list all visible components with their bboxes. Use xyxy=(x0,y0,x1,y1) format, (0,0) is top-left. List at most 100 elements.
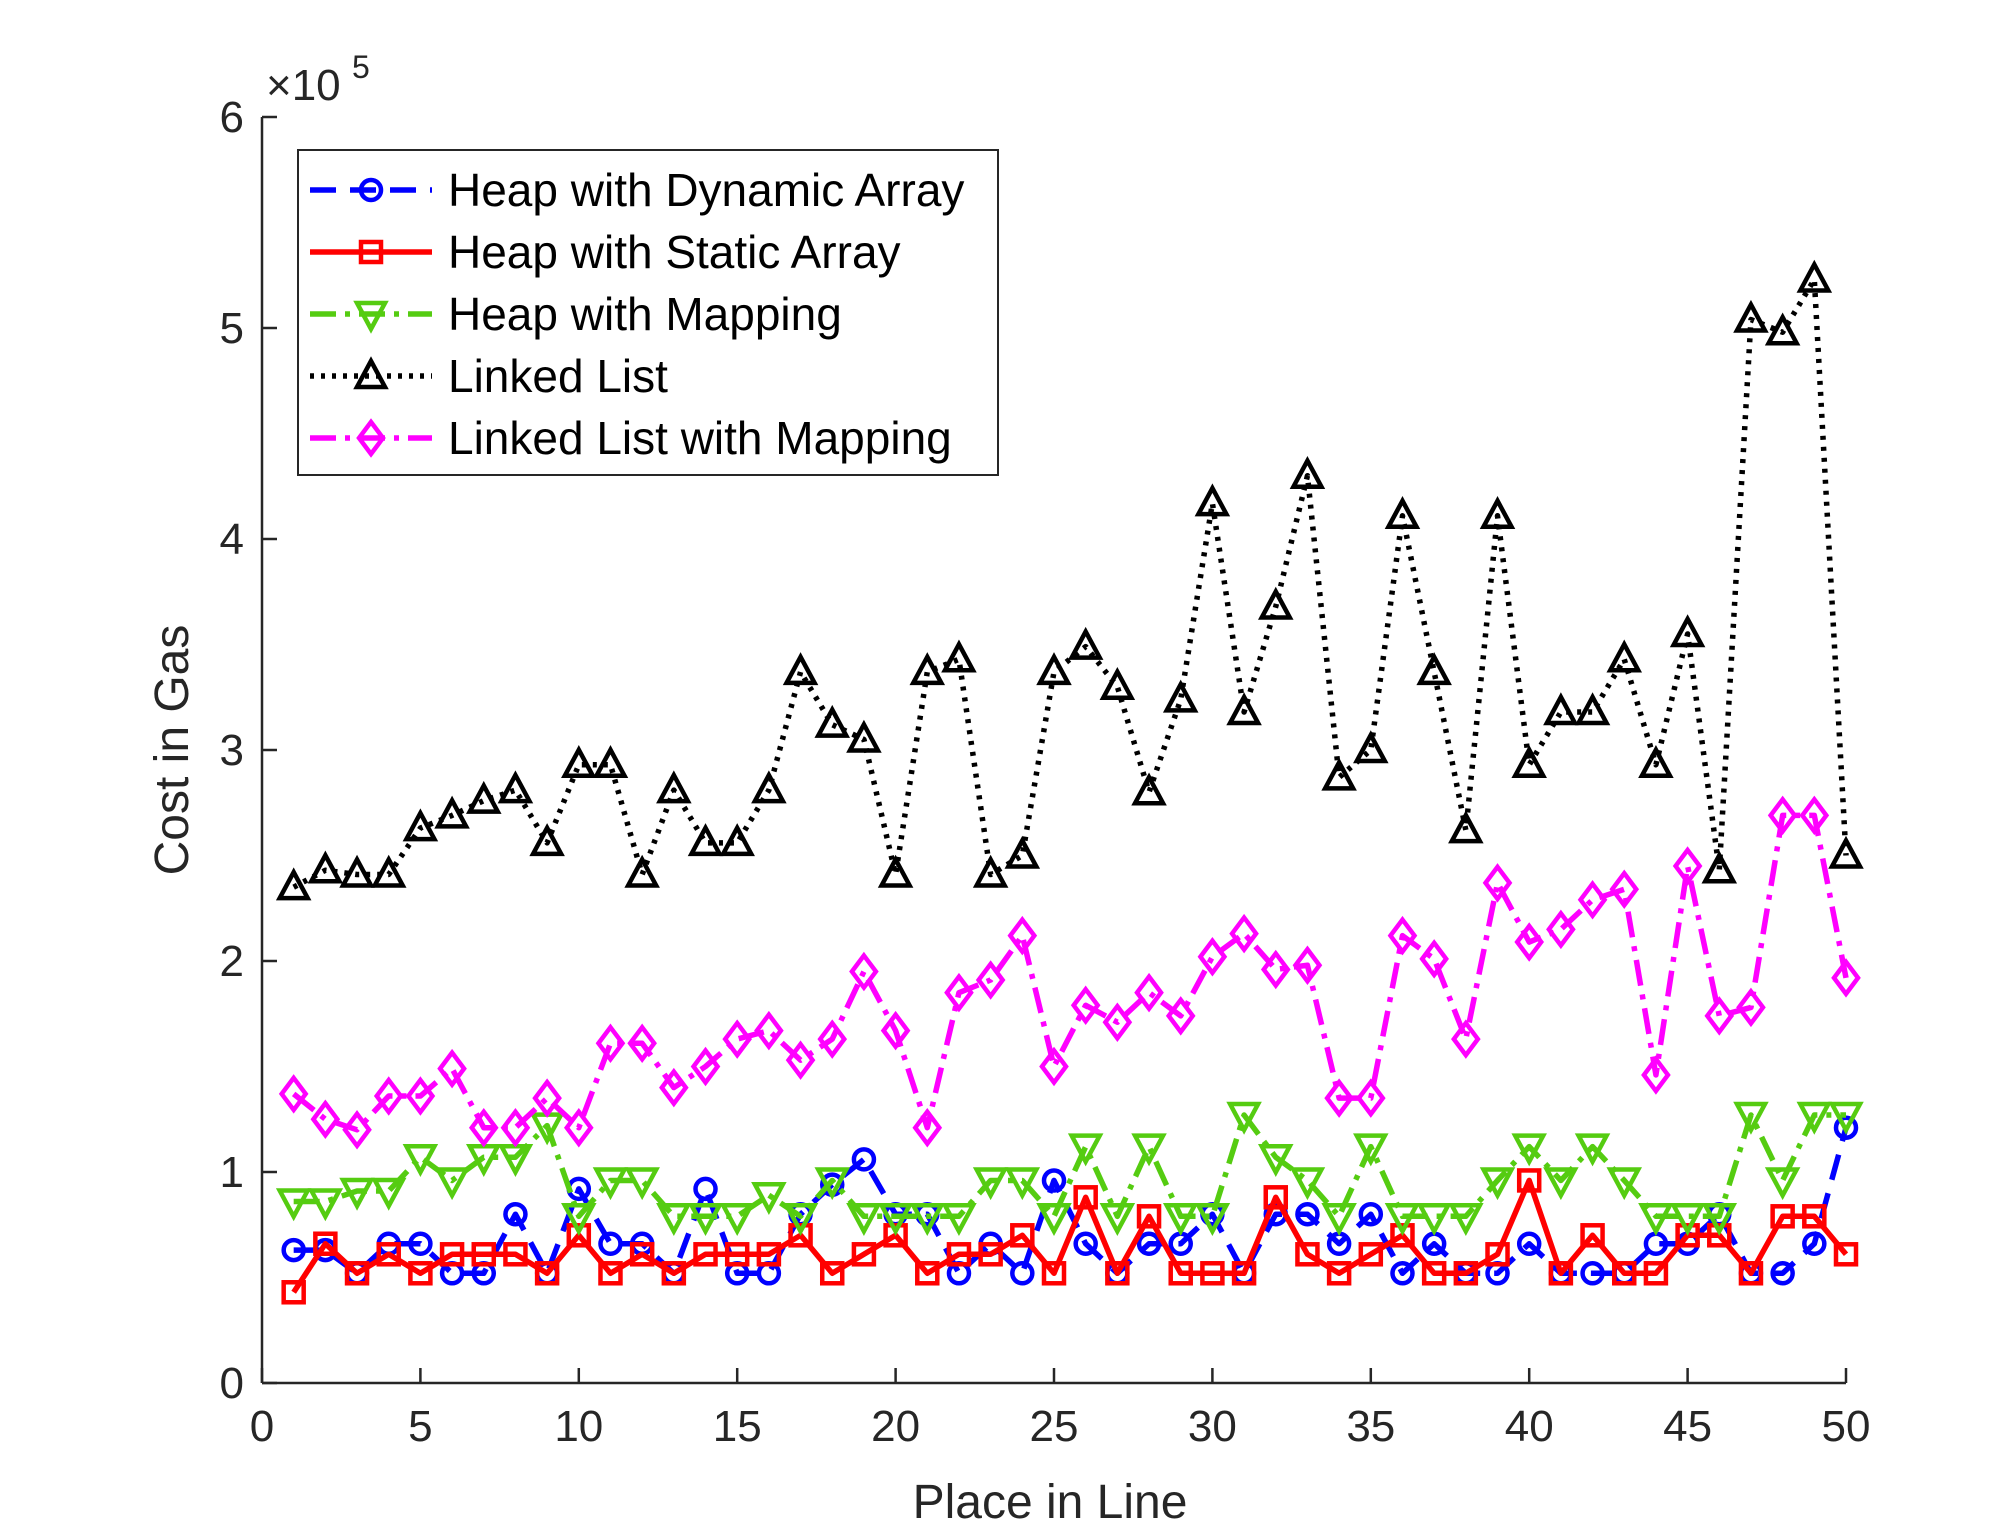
data-point xyxy=(719,1203,755,1237)
series-layer xyxy=(275,259,1864,1305)
data-point xyxy=(880,1010,911,1051)
data-point xyxy=(471,1242,497,1267)
data-point xyxy=(1390,1261,1415,1286)
data-point xyxy=(883,1223,908,1248)
series-4 xyxy=(278,795,1861,1150)
data-point xyxy=(1390,1223,1415,1248)
data-point xyxy=(1226,1101,1262,1135)
data-point xyxy=(1289,1167,1326,1201)
data-point xyxy=(851,1147,877,1172)
data-point xyxy=(1736,987,1766,1028)
data-point xyxy=(659,1067,689,1108)
data-point xyxy=(561,1203,597,1237)
legend-item: Heap with Mapping xyxy=(310,288,842,340)
data-point xyxy=(788,1223,813,1248)
data-point xyxy=(1263,1185,1289,1210)
data-point xyxy=(1010,1223,1035,1248)
legend-marker xyxy=(353,300,389,334)
data-point xyxy=(307,850,344,884)
data-point xyxy=(1451,1019,1481,1059)
data-point xyxy=(1482,863,1513,903)
data-point xyxy=(846,1203,882,1237)
data-point xyxy=(1260,949,1291,990)
data-point xyxy=(1828,835,1864,869)
legend-item: Linked List with Mapping xyxy=(310,412,952,464)
data-point xyxy=(877,1203,914,1237)
data-point xyxy=(434,1167,470,1201)
data-point xyxy=(1669,614,1706,648)
data-point xyxy=(1194,483,1231,517)
data-point xyxy=(1421,1261,1447,1286)
data-point xyxy=(1419,939,1449,979)
data-point xyxy=(503,1242,528,1267)
data-point xyxy=(1289,455,1326,489)
series-line xyxy=(291,812,1849,1133)
data-point xyxy=(1102,1002,1133,1042)
data-point xyxy=(1448,1203,1484,1237)
data-point xyxy=(1543,692,1579,726)
data-point xyxy=(1606,1167,1643,1201)
series-line xyxy=(293,1126,1849,1277)
series-line xyxy=(291,1177,1849,1294)
data-point xyxy=(627,1023,657,1064)
data-point xyxy=(1257,1143,1294,1177)
data-point xyxy=(624,854,660,888)
data-point xyxy=(1200,1261,1225,1286)
data-point xyxy=(1039,1046,1069,1087)
data-point xyxy=(529,823,565,857)
data-point xyxy=(1036,652,1072,686)
data-point xyxy=(909,652,946,686)
data-point xyxy=(1229,913,1259,954)
data-point xyxy=(1416,652,1452,686)
data-point xyxy=(1324,1078,1354,1118)
data-point xyxy=(1136,1231,1162,1256)
data-point xyxy=(754,1010,784,1051)
data-point xyxy=(1131,772,1167,806)
data-point xyxy=(814,704,851,738)
y-tick-label: 3 xyxy=(220,726,244,775)
data-point xyxy=(1131,1133,1167,1167)
data-point xyxy=(624,1167,660,1201)
y-tick-label: 0 xyxy=(220,1359,244,1408)
data-point xyxy=(1764,312,1801,346)
data-point xyxy=(1675,1223,1700,1248)
data-point xyxy=(1168,1261,1193,1286)
data-point xyxy=(1353,730,1389,764)
legend-label: Heap with Mapping xyxy=(448,288,842,340)
data-point xyxy=(1733,1101,1769,1135)
data-point xyxy=(598,1261,623,1286)
data-point xyxy=(1733,299,1769,333)
data-point xyxy=(1067,626,1104,660)
data-point xyxy=(1326,1261,1352,1286)
data-point xyxy=(1165,996,1196,1036)
legend-label: Heap with Static Array xyxy=(448,226,901,278)
data-point xyxy=(1136,1204,1162,1229)
data-point xyxy=(275,867,312,901)
data-point xyxy=(941,1203,977,1237)
x-tick-label: 15 xyxy=(713,1402,762,1451)
data-point xyxy=(1828,1101,1864,1135)
data-point xyxy=(439,1242,465,1267)
x-tick-label: 45 xyxy=(1663,1402,1712,1451)
data-point xyxy=(592,745,629,779)
data-point xyxy=(1580,1261,1605,1286)
data-point xyxy=(1041,1261,1067,1286)
data-point xyxy=(1641,1055,1671,1095)
data-point xyxy=(344,1261,370,1286)
data-point xyxy=(975,960,1006,1000)
data-point xyxy=(1704,996,1735,1036)
legend-label: Linked List with Mapping xyxy=(448,412,952,464)
data-point xyxy=(690,1046,721,1087)
data-point xyxy=(408,1261,433,1286)
data-point xyxy=(313,1231,338,1256)
data-point xyxy=(437,1048,467,1089)
data-point xyxy=(595,1023,626,1064)
data-point xyxy=(1257,586,1294,620)
y-tick-label: 6 xyxy=(220,93,244,142)
x-tick-label: 40 xyxy=(1505,1402,1554,1451)
data-point xyxy=(1485,1242,1510,1267)
legend-item: Heap with Dynamic Array xyxy=(310,164,964,216)
data-point xyxy=(1355,1078,1386,1118)
data-point xyxy=(402,1143,439,1177)
data-point xyxy=(722,1019,753,1059)
